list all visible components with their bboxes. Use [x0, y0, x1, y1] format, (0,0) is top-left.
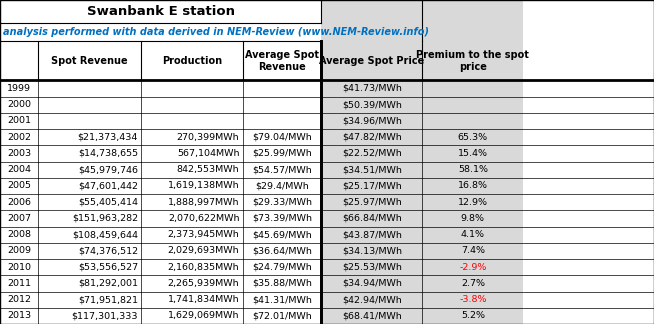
Text: $34.51/MWh: $34.51/MWh [342, 165, 402, 174]
Text: 2001: 2001 [7, 116, 31, 125]
Text: $34.13/MWh: $34.13/MWh [342, 247, 402, 255]
Text: $53,556,527: $53,556,527 [78, 263, 138, 272]
Text: $42.94/MWh: $42.94/MWh [342, 295, 402, 304]
Bar [0, 0, 321, 23]
Text: 2011: 2011 [7, 279, 31, 288]
Text: $36.64/MWh: $36.64/MWh [252, 247, 312, 255]
Text: $35.88/MWh: $35.88/MWh [252, 279, 312, 288]
Text: $25.97/MWh: $25.97/MWh [342, 198, 402, 207]
Text: $41.31/MWh: $41.31/MWh [252, 295, 312, 304]
Text: Swanbank E station: Swanbank E station [86, 5, 235, 18]
Text: 2006: 2006 [7, 198, 31, 207]
Text: 12.9%: 12.9% [458, 198, 488, 207]
Text: $34.96/MWh: $34.96/MWh [342, 116, 402, 125]
Bar [0, 80, 321, 324]
Text: 2012: 2012 [7, 295, 31, 304]
Text: 842,553MWh: 842,553MWh [177, 165, 239, 174]
Text: 270,399MWh: 270,399MWh [177, 133, 239, 142]
Text: $50.39/MWh: $50.39/MWh [342, 100, 402, 109]
Bar [321, 0, 523, 324]
Text: 2000: 2000 [7, 100, 31, 109]
Text: 1999: 1999 [7, 84, 31, 93]
Text: $71,951,821: $71,951,821 [78, 295, 138, 304]
Text: $25.99/MWh: $25.99/MWh [252, 149, 312, 158]
Text: 2,373,945MWh: 2,373,945MWh [167, 230, 239, 239]
Text: 1,888,997MWh: 1,888,997MWh [168, 198, 239, 207]
Text: 9.8%: 9.8% [461, 214, 485, 223]
Text: $34.94/MWh: $34.94/MWh [342, 279, 402, 288]
Text: $25.17/MWh: $25.17/MWh [342, 181, 402, 191]
Text: $117,301,333: $117,301,333 [71, 311, 138, 320]
Text: 567,104MWh: 567,104MWh [177, 149, 239, 158]
Text: 2013: 2013 [7, 311, 31, 320]
Bar [0, 41, 321, 80]
Text: $24.79/MWh: $24.79/MWh [252, 263, 312, 272]
Text: 7.4%: 7.4% [461, 247, 485, 255]
Text: $54.57/MWh: $54.57/MWh [252, 165, 312, 174]
Text: 2.7%: 2.7% [461, 279, 485, 288]
Text: 2005: 2005 [7, 181, 31, 191]
Text: 2,265,939MWh: 2,265,939MWh [167, 279, 239, 288]
Text: $47,601,442: $47,601,442 [78, 181, 138, 191]
Text: 1,619,138MWh: 1,619,138MWh [167, 181, 239, 191]
Text: Spot Revenue: Spot Revenue [51, 56, 128, 66]
Text: $29.4/MWh: $29.4/MWh [255, 181, 309, 191]
Text: $79.04/MWh: $79.04/MWh [252, 133, 312, 142]
Text: $29.33/MWh: $29.33/MWh [252, 198, 312, 207]
Text: -3.8%: -3.8% [459, 295, 487, 304]
Text: $81,292,001: $81,292,001 [78, 279, 138, 288]
Text: 2010: 2010 [7, 263, 31, 272]
Text: 5.2%: 5.2% [461, 311, 485, 320]
Text: 2002: 2002 [7, 133, 31, 142]
Text: $72.01/MWh: $72.01/MWh [252, 311, 312, 320]
Text: $45.69/MWh: $45.69/MWh [252, 230, 312, 239]
Text: 16.8%: 16.8% [458, 181, 488, 191]
Text: Average Spot Price: Average Spot Price [319, 56, 424, 66]
Text: 58.1%: 58.1% [458, 165, 488, 174]
Text: 2007: 2007 [7, 214, 31, 223]
Text: $66.84/MWh: $66.84/MWh [342, 214, 402, 223]
Text: $41.73/MWh: $41.73/MWh [342, 84, 402, 93]
Text: $47.82/MWh: $47.82/MWh [342, 133, 402, 142]
Text: $45,979,746: $45,979,746 [78, 165, 138, 174]
Text: $14,738,655: $14,738,655 [78, 149, 138, 158]
Text: $74,376,512: $74,376,512 [78, 247, 138, 255]
Text: 2,029,693MWh: 2,029,693MWh [167, 247, 239, 255]
Text: $55,405,414: $55,405,414 [78, 198, 138, 207]
Text: $22.52/MWh: $22.52/MWh [342, 149, 402, 158]
Text: 2004: 2004 [7, 165, 31, 174]
Text: Production: Production [162, 56, 222, 66]
Text: 65.3%: 65.3% [458, 133, 488, 142]
Text: Premium to the spot
price: Premium to the spot price [417, 50, 529, 72]
Text: 2009: 2009 [7, 247, 31, 255]
Text: $73.39/MWh: $73.39/MWh [252, 214, 312, 223]
Text: 1,629,069MWh: 1,629,069MWh [168, 311, 239, 320]
Text: $68.41/MWh: $68.41/MWh [342, 311, 402, 320]
Text: $25.53/MWh: $25.53/MWh [342, 263, 402, 272]
Text: $21,373,434: $21,373,434 [78, 133, 138, 142]
Text: $43.87/MWh: $43.87/MWh [342, 230, 402, 239]
Text: 2,160,835MWh: 2,160,835MWh [167, 263, 239, 272]
Text: 2003: 2003 [7, 149, 31, 158]
Text: analysis performed with data derived in NEM-Review (www.NEM-Review.info): analysis performed with data derived in … [3, 28, 429, 37]
Text: 2008: 2008 [7, 230, 31, 239]
Bar [0, 23, 321, 41]
Text: 15.4%: 15.4% [458, 149, 488, 158]
Text: -2.9%: -2.9% [459, 263, 487, 272]
Text: $108,459,644: $108,459,644 [72, 230, 138, 239]
Text: 2,070,622MWh: 2,070,622MWh [168, 214, 239, 223]
Text: 1,741,834MWh: 1,741,834MWh [167, 295, 239, 304]
Text: Average Spot
Revenue: Average Spot Revenue [245, 50, 319, 72]
Text: $151,963,282: $151,963,282 [72, 214, 138, 223]
Text: 4.1%: 4.1% [461, 230, 485, 239]
